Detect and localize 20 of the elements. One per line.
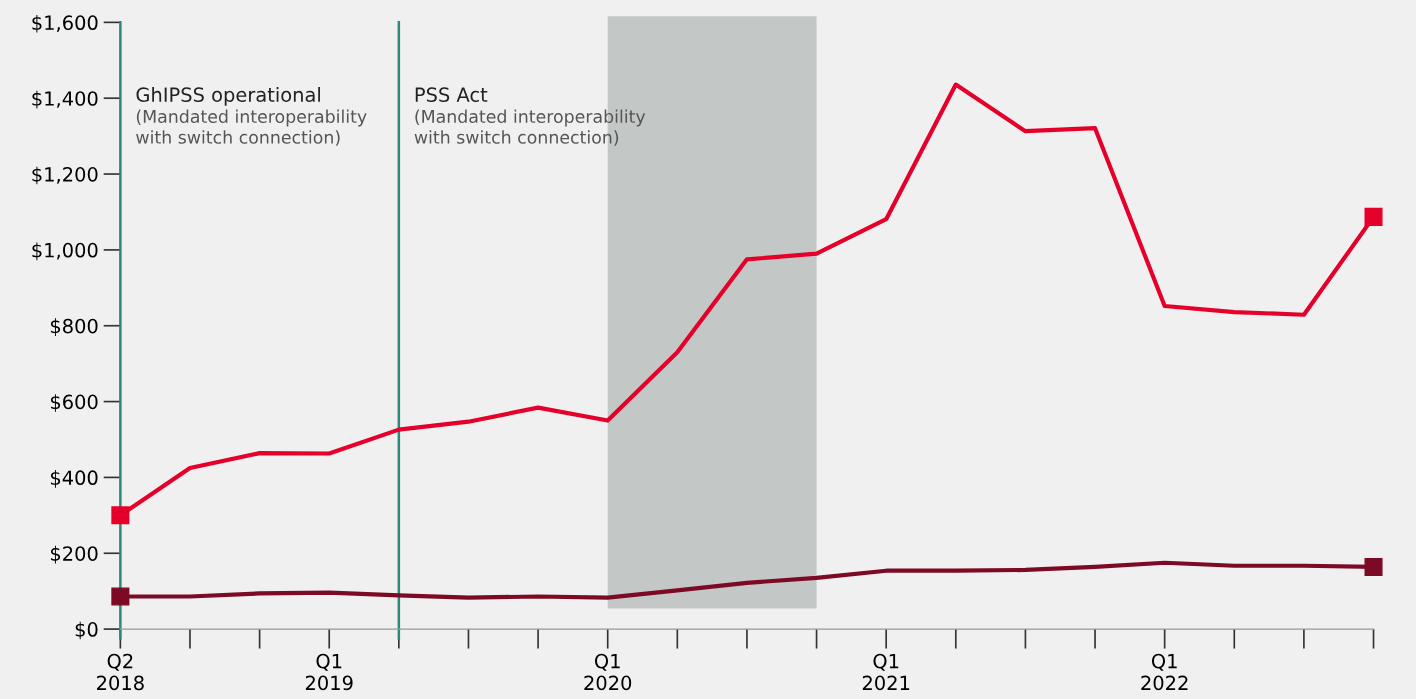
annotation: GhIPSS operational (Mandated interoperability with switch connection) — [136, 86, 367, 146]
point — [111, 587, 130, 606]
y-tick-label: $600 — [50, 394, 98, 412]
x-tick-label: Q1 2021 — [862, 653, 910, 691]
y-tick-label: $1,400 — [32, 90, 98, 109]
annotation: PSS Act (Mandated interoperability with switch connection) — [414, 87, 646, 146]
y-tick-label: $0 — [75, 621, 98, 640]
point — [1364, 207, 1383, 226]
y-tick-label: $200 — [50, 545, 98, 564]
y-tick-label: $400 — [50, 470, 98, 488]
x-tick-label: Q1 2022 — [1141, 653, 1188, 691]
x-tick-label: Q1 2020 — [584, 653, 632, 691]
point — [1364, 557, 1383, 576]
y-tick-label: $1,600 — [32, 14, 98, 33]
x-tick-label: Q2 2018 — [97, 653, 144, 691]
x-tick-label: Q1 2019 — [305, 653, 353, 691]
point — [111, 506, 130, 525]
y-tick-label: $800 — [50, 318, 98, 336]
y-tick-label: $1,000 — [32, 242, 98, 261]
y-tick-label: $1,200 — [32, 166, 98, 185]
